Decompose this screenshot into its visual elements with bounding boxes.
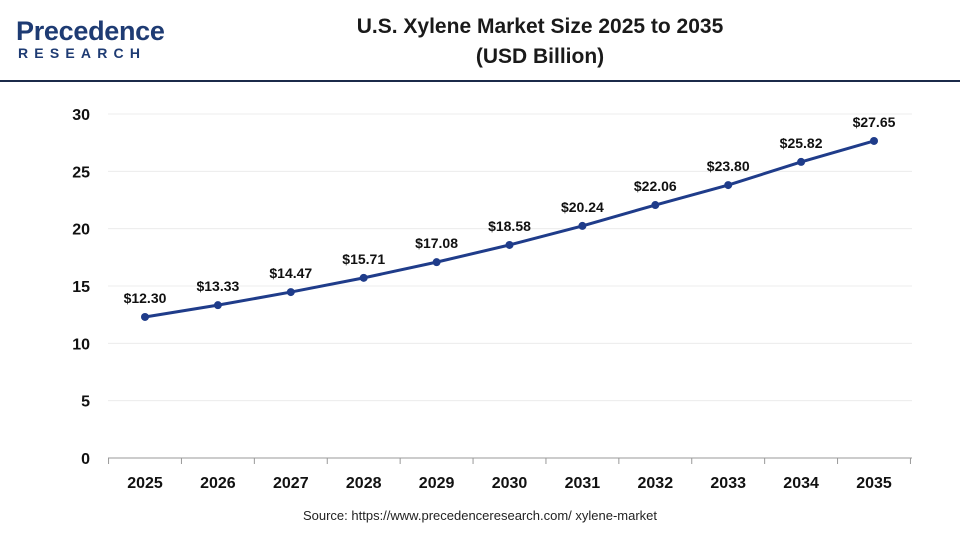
y-tick-label-30: 30 <box>72 107 90 124</box>
data-label-2029: $17.08 <box>415 235 458 251</box>
data-point-2033 <box>724 181 733 190</box>
y-tick-label-5: 5 <box>81 394 90 411</box>
x-tick-label-2032: 2032 <box>638 475 674 492</box>
y-tick-label-15: 15 <box>72 279 90 296</box>
data-point-2035 <box>870 136 878 145</box>
data-point-2029 <box>432 258 441 267</box>
data-label-2027: $14.47 <box>269 265 312 281</box>
x-tick-label-2029: 2029 <box>419 475 455 492</box>
x-tick-label-2027: 2027 <box>273 475 309 492</box>
brand-logo: Precedence RESEARCH <box>16 16 166 66</box>
header-divider <box>0 80 960 82</box>
data-point-2034 <box>797 157 806 166</box>
chart-title-line-1: U.S. Xylene Market Size 2025 to 2035 <box>356 15 724 38</box>
x-tick-label-2025: 2025 <box>127 475 163 492</box>
data-point-2031 <box>578 221 587 230</box>
data-point-2032 <box>651 201 660 210</box>
x-tick-label-2031: 2031 <box>565 475 601 492</box>
data-point-2028 <box>359 273 368 282</box>
x-tick-label-2026: 2026 <box>200 475 236 492</box>
data-label-2026: $13.33 <box>196 278 239 294</box>
brand-name: Precedence <box>16 16 165 46</box>
x-tick-label-2034: 2034 <box>783 475 819 492</box>
x-tick-label-2033: 2033 <box>710 475 746 492</box>
x-tick-label-2030: 2030 <box>492 475 528 492</box>
data-label-2035: $27.65 <box>853 114 896 130</box>
data-label-2034: $25.82 <box>780 135 823 151</box>
data-label-2030: $18.58 <box>488 218 531 234</box>
data-point-2030 <box>505 240 514 249</box>
data-point-2025 <box>141 312 149 321</box>
y-tick-label-20: 20 <box>72 222 90 239</box>
source-note: Source: https://www.precedenceresearch.c… <box>302 508 658 523</box>
x-tick-label-2035: 2035 <box>856 475 892 492</box>
y-tick-label-0: 0 <box>81 451 90 468</box>
x-tick-label-2028: 2028 <box>346 475 382 492</box>
data-label-2025: $12.30 <box>124 290 167 306</box>
header: Precedence RESEARCH U.S. Xylene Market S… <box>0 0 960 80</box>
data-label-2031: $20.24 <box>561 199 604 215</box>
data-point-2027 <box>286 288 295 297</box>
chart-title-line-2: (USD Billion) <box>475 45 605 68</box>
y-tick-label-25: 25 <box>72 164 90 181</box>
brand-sub: RESEARCH <box>18 45 147 61</box>
data-point-2026 <box>213 301 222 310</box>
data-label-2033: $23.80 <box>707 158 750 174</box>
data-label-2028: $15.71 <box>342 251 385 267</box>
y-tick-label-10: 10 <box>72 336 90 353</box>
data-label-2032: $22.06 <box>634 178 677 194</box>
chart-title: U.S. Xylene Market Size 2025 to 2035 (US… <box>260 12 820 72</box>
